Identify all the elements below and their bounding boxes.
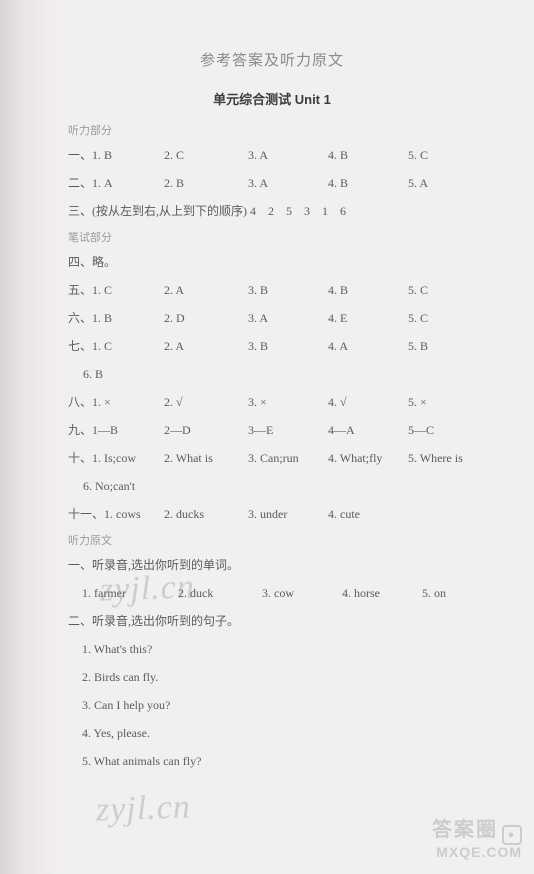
cell: 3. B <box>248 284 328 296</box>
cell: 3—E <box>248 424 328 436</box>
answer-row-5: 五、1. C 2. A 3. B 4. B 5. C <box>68 284 476 296</box>
cell: 3. A <box>248 312 328 324</box>
answer-row-10b: 6. No;can't <box>68 480 476 492</box>
cell: 2. What is <box>164 452 248 464</box>
cell: 十、1. Is;cow <box>68 452 164 464</box>
cell: 4. B <box>328 149 408 161</box>
cell: 3. cow <box>262 587 342 599</box>
answer-row-4: 四、略。 <box>68 256 476 268</box>
cell: 2—D <box>164 424 248 436</box>
cell: 6. B <box>68 368 164 380</box>
cell: 十一、1. cows <box>68 508 164 520</box>
script-1-row: 1. farmer 2. duck 3. cow 4. horse 5. on <box>68 587 476 599</box>
answer-row-8: 八、1. × 2. √ 3. × 4. √ 5. × <box>68 396 476 408</box>
answer-row-7b: 6. B <box>68 368 476 380</box>
cell: 1. farmer <box>82 587 178 599</box>
script-2-item: 4. Yes, please. <box>68 727 476 739</box>
cell: 2. B <box>164 177 248 189</box>
cell: 2. A <box>164 284 248 296</box>
cell: 5. Where is <box>408 452 488 464</box>
section-listening: 听力部分 <box>68 126 476 137</box>
cell: 3. Can;run <box>248 452 328 464</box>
cell: 4. cute <box>328 508 408 520</box>
cell: 一、1. B <box>68 149 164 161</box>
cell: 4. horse <box>342 587 422 599</box>
cell: 4. What;fly <box>328 452 408 464</box>
answer-row-7: 七、1. C 2. A 3. B 4. A 5. B <box>68 340 476 352</box>
title-main: 参考答案及听力原文 <box>68 54 476 69</box>
cell: 2. A <box>164 340 248 352</box>
cell: 4. B <box>328 177 408 189</box>
cell: 二、1. A <box>68 177 164 189</box>
cell: 4. B <box>328 284 408 296</box>
cell: 5. C <box>408 284 488 296</box>
cell: 3. A <box>248 177 328 189</box>
answer-row-11: 十一、1. cows 2. ducks 3. under 4. cute <box>68 508 476 520</box>
script-2-item: 2. Birds can fly. <box>68 671 476 683</box>
cell: 5. C <box>408 312 488 324</box>
cell: 3. × <box>248 396 328 408</box>
cell: 3. under <box>248 508 328 520</box>
cell: 5. on <box>422 587 502 599</box>
page: 参考答案及听力原文 单元综合测试 Unit 1 听力部分 一、1. B 2. C… <box>0 0 534 874</box>
cell: 2. ducks <box>164 508 248 520</box>
script-2-item: 1. What's this? <box>68 643 476 655</box>
cell: 3. A <box>248 149 328 161</box>
answer-row-6: 六、1. B 2. D 3. A 4. E 5. C <box>68 312 476 324</box>
answer-row-10: 十、1. Is;cow 2. What is 3. Can;run 4. Wha… <box>68 452 476 464</box>
cell: 5. C <box>408 149 488 161</box>
script-1-title: 一、听录音,选出你听到的单词。 <box>68 559 476 571</box>
answer-row-9: 九、1—B 2—D 3—E 4—A 5—C <box>68 424 476 436</box>
cell: 2. duck <box>178 587 262 599</box>
cell: 4—A <box>328 424 408 436</box>
cell: 5. A <box>408 177 488 189</box>
cell: 5. B <box>408 340 488 352</box>
cell: 2. √ <box>164 396 248 408</box>
cell: 五、1. C <box>68 284 164 296</box>
cell: 4. A <box>328 340 408 352</box>
script-2-item: 3. Can I help you? <box>68 699 476 711</box>
cell: 5. × <box>408 396 488 408</box>
cell: 七、1. C <box>68 340 164 352</box>
cell: 5—C <box>408 424 488 436</box>
cell: 八、1. × <box>68 396 164 408</box>
answer-row-2: 二、1. A 2. B 3. A 4. B 5. A <box>68 177 476 189</box>
cell: 6. No;can't <box>68 480 164 492</box>
cell: 4. E <box>328 312 408 324</box>
cell: 九、1—B <box>68 424 164 436</box>
cell: 3. B <box>248 340 328 352</box>
cell: 2. C <box>164 149 248 161</box>
answer-row-3: 三、(按从左到右,从上到下的顺序) 4 2 5 3 1 6 <box>68 205 476 217</box>
section-script: 听力原文 <box>68 536 476 547</box>
title-sub: 单元综合测试 Unit 1 <box>68 93 476 106</box>
script-2-item: 5. What animals can fly? <box>68 755 476 767</box>
answer-row-1: 一、1. B 2. C 3. A 4. B 5. C <box>68 149 476 161</box>
cell: 2. D <box>164 312 248 324</box>
section-written: 笔试部分 <box>68 233 476 244</box>
cell: 六、1. B <box>68 312 164 324</box>
cell: 4. √ <box>328 396 408 408</box>
script-2-title: 二、听录音,选出你听到的句子。 <box>68 615 476 627</box>
